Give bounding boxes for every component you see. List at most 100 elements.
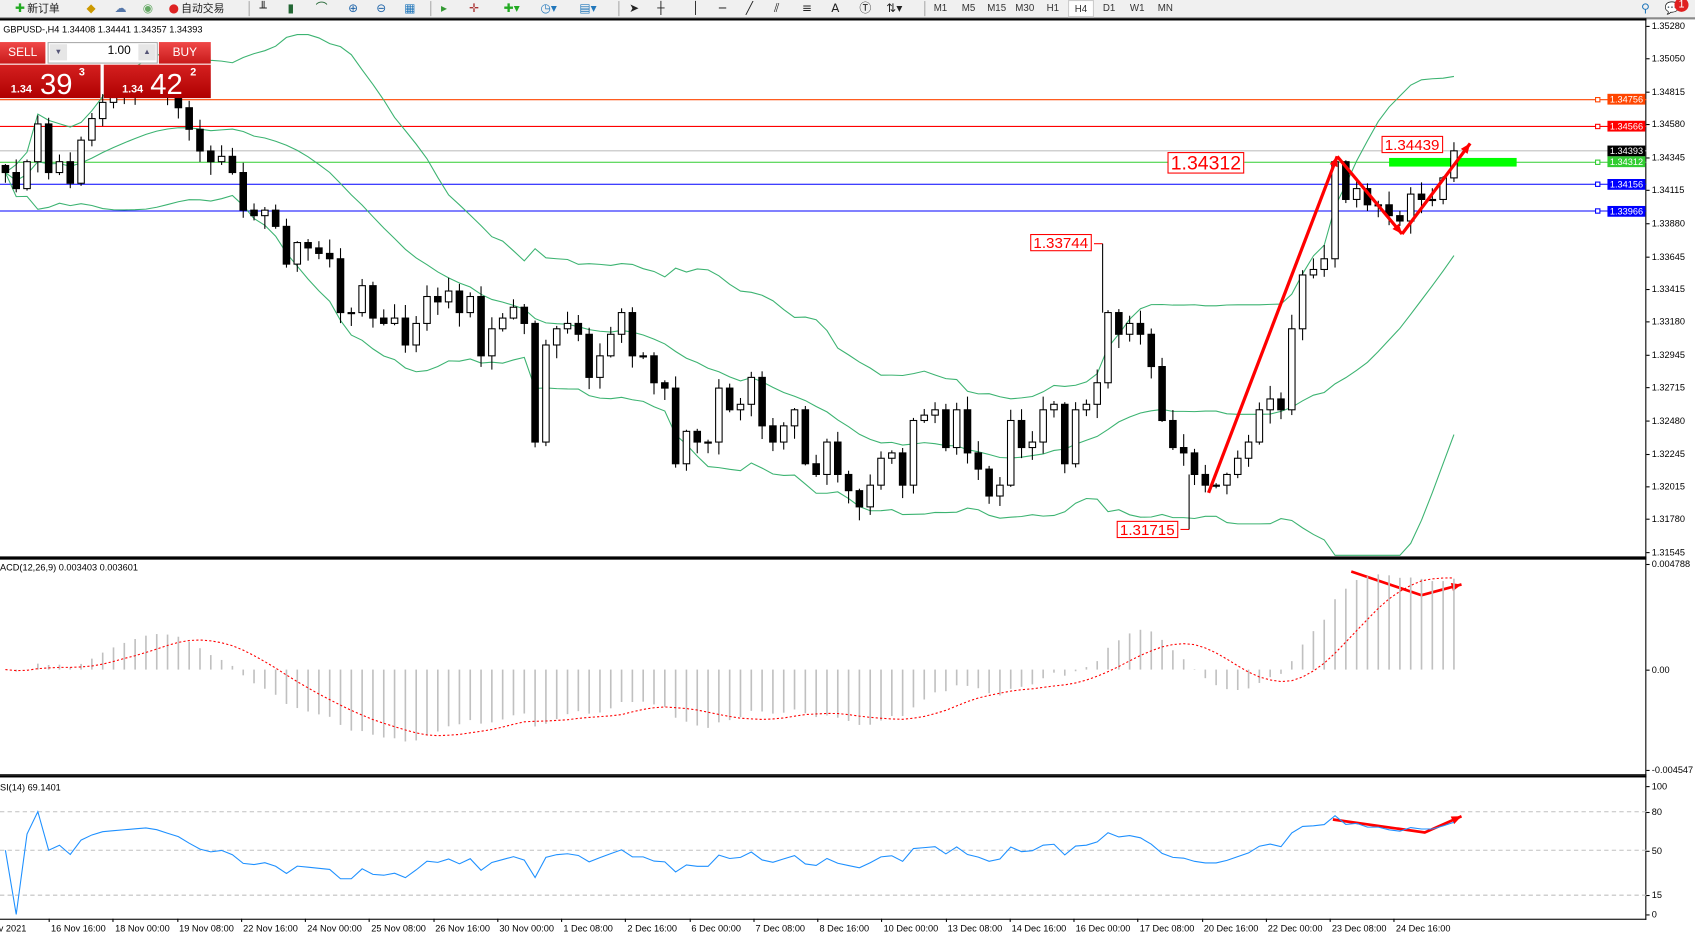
vertical-line-icon: │ bbox=[691, 1, 700, 16]
lot-decrease-button[interactable]: ▼ bbox=[49, 44, 68, 61]
candle-bull bbox=[498, 317, 507, 330]
candle-bull bbox=[77, 139, 85, 184]
time-axis-label: 8 Dec 16:00 bbox=[819, 923, 870, 934]
timeframe-m15[interactable]: M15 bbox=[987, 2, 1007, 13]
time-tick bbox=[1201, 918, 1203, 922]
candle-bull bbox=[542, 344, 550, 443]
annotation-label[interactable]: 1.31715 bbox=[1116, 520, 1178, 539]
price-pane[interactable] bbox=[0, 18, 1647, 558]
price-tick bbox=[1646, 354, 1650, 356]
time-axis-label: 1 Dec 08:00 bbox=[563, 923, 613, 934]
candle-bull bbox=[261, 209, 269, 217]
sell-price-button[interactable]: 1.34 39 3 bbox=[0, 64, 101, 100]
candle-bear bbox=[401, 317, 410, 346]
one-click-trading-panel: SELL ▼ 1.00 ▲ BUY 1.34 39 3 1.34 42 2 bbox=[0, 40, 212, 100]
up-arrow bbox=[1207, 155, 1339, 494]
indicators-button[interactable]: ✚▾ bbox=[504, 0, 520, 17]
history-button[interactable]: ◆ bbox=[86, 0, 95, 17]
candle-bear bbox=[769, 425, 777, 443]
text-label-button[interactable]: Ⓣ bbox=[859, 0, 871, 17]
lot-size-field[interactable]: ▼ 1.00 ▲ bbox=[47, 42, 158, 64]
horizontal-line-button[interactable]: ─ bbox=[719, 0, 726, 17]
timeframe-m30[interactable]: M30 bbox=[1015, 2, 1035, 13]
timeframe-h1[interactable]: H1 bbox=[1046, 2, 1060, 13]
rsi-pane[interactable] bbox=[0, 775, 1647, 920]
sell-price-prefix: 1.34 bbox=[10, 84, 32, 96]
buy-button[interactable]: BUY bbox=[158, 42, 211, 64]
text-button[interactable]: A bbox=[831, 0, 839, 17]
candle-bear bbox=[1277, 398, 1285, 411]
tile-windows-button[interactable]: ▦ bbox=[404, 0, 415, 17]
annotation-label[interactable]: 1.33744 bbox=[1030, 233, 1092, 252]
timeframe-h4[interactable]: H4 bbox=[1068, 0, 1094, 18]
crosshair-button[interactable]: ┼ bbox=[657, 0, 664, 17]
price-axis-label: 1.32715 bbox=[1651, 381, 1685, 393]
timeframe-d1[interactable]: D1 bbox=[1102, 2, 1116, 13]
lot-value[interactable]: 1.00 bbox=[107, 44, 131, 58]
zoom-out-button[interactable]: ⊖ bbox=[376, 0, 386, 17]
candle-bear bbox=[315, 247, 323, 254]
bollinger-lower bbox=[4, 172, 1455, 556]
auto-trading-button[interactable]: ● 自动交易 bbox=[169, 0, 225, 17]
zoom-out-icon: ⊖ bbox=[376, 1, 387, 16]
arrows-button[interactable]: ⇅▾ bbox=[886, 0, 902, 17]
cloud-button[interactable]: ☁ bbox=[115, 0, 127, 17]
templates-button[interactable]: ▤▾ bbox=[579, 0, 596, 17]
candle-bear bbox=[1158, 366, 1166, 422]
candle-bull bbox=[1125, 322, 1134, 335]
timeframe-m1[interactable]: M1 bbox=[933, 2, 948, 13]
candlestick-button[interactable]: ▮ bbox=[288, 0, 295, 17]
candle-bull bbox=[1331, 161, 1339, 260]
candle-bull bbox=[639, 355, 647, 358]
annotation-label[interactable]: 1.34312 bbox=[1167, 152, 1245, 174]
price-axis-label: 1.31780 bbox=[1651, 513, 1685, 525]
candle-bear bbox=[855, 490, 864, 508]
candle-bear bbox=[250, 209, 258, 217]
buy-price-button[interactable]: 1.34 42 2 bbox=[103, 64, 211, 100]
zoom-in-button[interactable]: ⊕ bbox=[348, 0, 358, 17]
equidistant-channel-button[interactable]: ⫽ bbox=[774, 0, 779, 17]
candle-bear bbox=[379, 317, 388, 324]
price-axis-label: 1.33180 bbox=[1651, 316, 1685, 328]
annotation-label[interactable]: 1.34439 bbox=[1381, 135, 1443, 154]
autoscroll-button[interactable]: ✛ bbox=[469, 0, 479, 17]
price-line-tag: 1.34393 bbox=[1607, 145, 1646, 157]
timeframe-mn[interactable]: MN bbox=[1157, 2, 1173, 13]
price-axis-label: 1.34115 bbox=[1651, 184, 1685, 196]
sell-button[interactable]: SELL bbox=[0, 42, 46, 64]
timeframe-w1[interactable]: W1 bbox=[1129, 2, 1145, 13]
price-tick bbox=[1646, 256, 1650, 258]
time-tick bbox=[433, 918, 435, 922]
candle-bull bbox=[1244, 441, 1253, 459]
time-axis-label: 13 Dec 08:00 bbox=[947, 923, 1003, 934]
bar-chart-button[interactable]: ╨ bbox=[259, 0, 266, 17]
vertical-line-button[interactable]: │ bbox=[692, 0, 699, 17]
line-chart-button[interactable]: ⌒ bbox=[316, 0, 328, 17]
periods-button[interactable]: ◷▾ bbox=[541, 0, 557, 17]
signal-icon: ◉ bbox=[142, 1, 154, 16]
candle-bear bbox=[477, 295, 485, 357]
lot-increase-button[interactable]: ▲ bbox=[138, 44, 156, 61]
candle-bear bbox=[725, 387, 734, 411]
macd-tick bbox=[1646, 669, 1650, 671]
search-button[interactable]: ⚲ bbox=[1641, 0, 1650, 17]
toolbar-divider bbox=[248, 1, 250, 17]
candle-bull bbox=[444, 290, 453, 303]
toolbar-divider bbox=[430, 1, 432, 17]
price-tick bbox=[1646, 25, 1650, 27]
new-order-button[interactable]: ✚ 新订单 bbox=[15, 0, 60, 17]
fibonacci-button[interactable]: ≡ bbox=[802, 0, 812, 17]
macd-pane[interactable] bbox=[0, 557, 1647, 776]
signals-button[interactable]: ◉ bbox=[143, 0, 153, 17]
timeframe-m5[interactable]: M5 bbox=[961, 2, 976, 13]
line-chart-icon: ⌒ bbox=[315, 1, 328, 16]
trendline-button[interactable]: ╱ bbox=[746, 0, 753, 17]
price-axis-label: 1.33880 bbox=[1651, 217, 1685, 229]
price-line-tag: 1.34756 bbox=[1607, 94, 1646, 106]
candle-bull bbox=[996, 484, 1004, 497]
cursor-button[interactable]: ➤ bbox=[629, 0, 639, 17]
candle-bear bbox=[693, 430, 702, 443]
new-order-icon: ✚ bbox=[15, 1, 26, 16]
chart-shift-button[interactable]: ▸ bbox=[441, 0, 447, 17]
